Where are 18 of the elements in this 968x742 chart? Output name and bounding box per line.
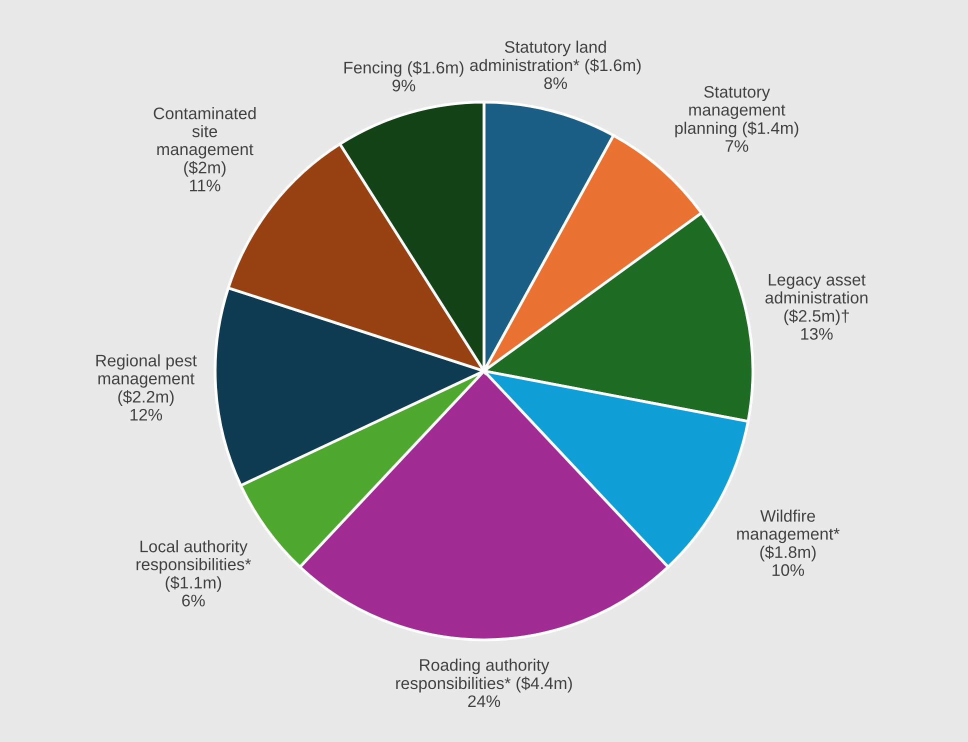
- slice-label: Local authority responsibilities* ($1.1m): [136, 540, 252, 592]
- data-label: 8%: [544, 77, 567, 90]
- data-label: 6%: [182, 594, 205, 606]
- slice-label: Regional pest management ($2.2m): [96, 354, 197, 406]
- data-label: 11%: [190, 180, 220, 192]
- slice-label: Legacy asset administration ($2.5m)†: [765, 274, 868, 326]
- slice-label: Statutory management planning ($1.4m): [675, 86, 798, 138]
- slice-label: Fencing ($1.6m): [344, 61, 464, 77]
- data-label: 7%: [726, 140, 748, 152]
- data-label: 12%: [130, 408, 162, 421]
- data-label: 13%: [801, 328, 833, 340]
- slice-label: Statutory land administration* ($1.6m): [470, 40, 641, 74]
- slice-label: Wildfire management* ($1.8m): [737, 510, 840, 562]
- slice-label: Roading authority responsibilities* ($4.4m): [396, 658, 572, 692]
- slice-label: Contaminated site management ($2m): [154, 107, 256, 177]
- data-label: 10%: [772, 564, 804, 576]
- data-label: 9%: [392, 80, 416, 92]
- data-label: 24%: [468, 695, 500, 708]
